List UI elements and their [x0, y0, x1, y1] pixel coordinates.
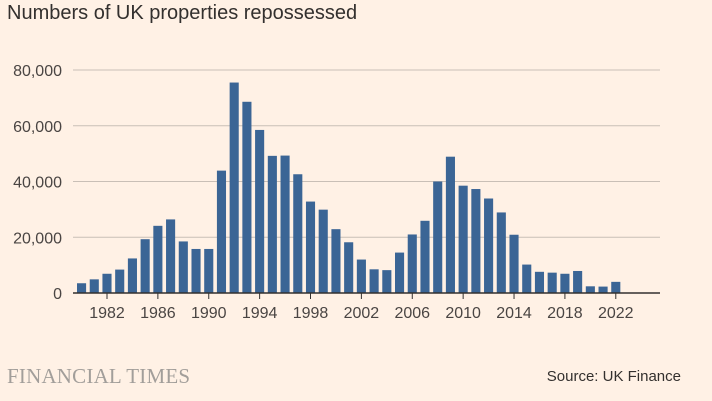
bar — [611, 281, 621, 293]
bars — [77, 82, 621, 293]
bar — [127, 258, 137, 293]
x-tick-label: 1994 — [242, 305, 278, 322]
bar — [267, 155, 277, 293]
gridlines — [73, 69, 660, 238]
bar — [445, 156, 455, 293]
bar — [395, 252, 405, 293]
bar — [369, 269, 379, 293]
y-tick-label: 20,000 — [13, 230, 62, 247]
bar — [547, 272, 557, 293]
y-tick-label: 0 — [53, 286, 62, 303]
x-tick-label: 1986 — [140, 305, 176, 322]
bar — [560, 273, 570, 293]
bar — [458, 185, 468, 293]
bar — [420, 220, 430, 293]
bar — [166, 219, 176, 293]
bar — [305, 201, 316, 293]
bar — [331, 229, 341, 293]
bar — [255, 129, 265, 293]
bar — [102, 273, 112, 293]
x-tick-label: 2014 — [496, 305, 532, 322]
y-tick-label: 40,000 — [13, 175, 62, 192]
y-tick-label: 80,000 — [13, 63, 62, 80]
bar — [573, 270, 583, 293]
x-tick-label: 2002 — [344, 305, 380, 322]
bar — [153, 225, 163, 293]
x-tick-label: 2006 — [394, 305, 430, 322]
x-tick-label: 1998 — [293, 305, 329, 322]
bar — [496, 212, 506, 293]
bar — [534, 271, 545, 293]
x-tick-label: 1982 — [89, 305, 125, 322]
x-tick-label: 2010 — [445, 305, 481, 322]
source-note: Source: UK Finance — [546, 368, 681, 385]
axes: 0 20,000 40,000 60,000 80,000 1982 1986 1990 199… — [13, 63, 660, 322]
bar — [229, 82, 239, 293]
bar — [356, 259, 366, 293]
bar — [89, 279, 99, 293]
chart-title: Numbers of UK properties repossessed — [7, 2, 358, 24]
bar — [191, 248, 201, 293]
bar — [115, 269, 125, 293]
bar — [204, 248, 214, 293]
x-tick-label: 2018 — [547, 305, 583, 322]
bar — [344, 242, 354, 293]
bar — [585, 286, 595, 293]
bar — [484, 198, 494, 293]
y-tick-label: 60,000 — [13, 119, 62, 136]
bar — [178, 241, 188, 293]
bar — [293, 174, 303, 293]
x-tick-label: 1990 — [191, 305, 227, 322]
bar — [140, 239, 150, 293]
bar — [242, 101, 252, 293]
bar — [216, 170, 227, 293]
x-tick-label: 2022 — [598, 305, 634, 322]
bar — [509, 234, 519, 293]
bar — [598, 286, 608, 293]
bar — [471, 189, 481, 293]
bar — [77, 283, 87, 293]
bar — [318, 209, 328, 293]
bar — [407, 234, 417, 293]
bar — [433, 181, 443, 293]
bar — [280, 155, 290, 293]
brand-logo: FINANCIAL TIMES — [7, 364, 191, 388]
bar — [522, 264, 532, 293]
bar — [382, 270, 392, 293]
